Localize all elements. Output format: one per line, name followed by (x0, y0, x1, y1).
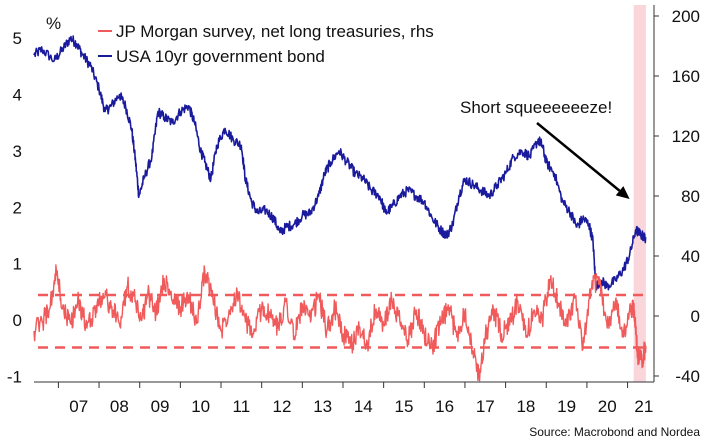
x-axis-ticks: 07 08 09 10 11 12 13 14 15 16 17 18 19 20 21 (57, 382, 653, 416)
left-tick-label: 2 (13, 198, 22, 217)
annotation-text: Short squeeeeeeze! (460, 98, 612, 117)
x-tick-label: 12 (273, 397, 292, 416)
right-axis-ticks: -40 0 40 80 120 160 200 (654, 7, 700, 386)
x-tick-label: 21 (634, 397, 653, 416)
x-tick-label: 13 (313, 397, 332, 416)
right-tick-label: 200 (672, 7, 700, 26)
right-tick-label: -40 (675, 367, 700, 386)
x-tick-label: 19 (557, 397, 576, 416)
series-line-usa10yr (33, 35, 647, 291)
right-tick-label: 120 (672, 127, 700, 146)
x-tick-label: 10 (191, 397, 210, 416)
right-tick-label: 0 (691, 307, 700, 326)
left-axis-unit-label: % (46, 14, 61, 33)
x-tick-label: 07 (69, 397, 88, 416)
x-tick-label: 08 (110, 397, 129, 416)
highlight-band (633, 5, 646, 382)
legend: JP Morgan survey, net long treasuries, r… (98, 22, 434, 66)
x-tick-label: 18 (516, 397, 535, 416)
left-tick-label: 5 (13, 29, 22, 48)
annotation-arrow (536, 122, 621, 192)
x-tick-label: 14 (354, 397, 373, 416)
source-note: Source: Macrobond and Nordea (529, 425, 700, 439)
series-layer (33, 35, 647, 382)
highlight-band-layer (633, 5, 646, 382)
annotation: Short squeeeeeeze! (460, 98, 630, 199)
x-tick-label: 17 (476, 397, 495, 416)
x-tick-label: 09 (151, 397, 170, 416)
left-tick-label: 1 (13, 255, 22, 274)
x-tick-label: 11 (233, 397, 251, 416)
axes-layer (34, 5, 655, 383)
left-tick-label: 3 (13, 142, 22, 161)
legend-label-jpmorgan: JP Morgan survey, net long treasuries, r… (116, 22, 434, 41)
series-line-jpmorgan (33, 264, 647, 382)
left-tick-label: 0 (13, 311, 22, 330)
annotation-arrowhead (615, 186, 630, 199)
x-tick-label: 15 (395, 397, 414, 416)
left-axis-ticks: -1 0 1 2 3 4 5 (7, 29, 22, 386)
right-tick-label: 40 (681, 247, 700, 266)
right-tick-label: 80 (681, 187, 700, 206)
legend-label-usa10yr: USA 10yr government bond (116, 47, 325, 66)
right-tick-label: 160 (672, 67, 700, 86)
x-tick-label: 16 (435, 397, 454, 416)
left-tick-label: -1 (7, 367, 22, 386)
x-tick-label: 20 (598, 397, 617, 416)
left-tick-label: 4 (13, 86, 22, 105)
